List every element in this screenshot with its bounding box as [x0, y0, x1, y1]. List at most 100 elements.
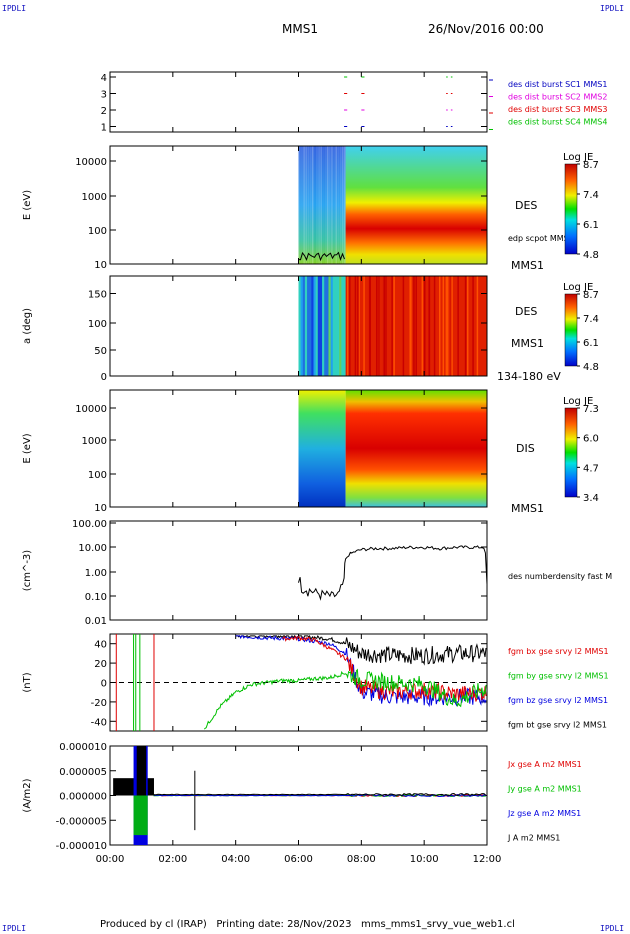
- des-energy-y-tick-label: 10000: [75, 157, 107, 168]
- current-axis-label: (A/m2): [22, 778, 33, 812]
- colorbar-tick-label: 8.7: [583, 290, 599, 301]
- des-energy-spectrogram-cell: [326, 146, 329, 264]
- des-pitch-spectrogram-cell: [298, 276, 302, 376]
- des-energy-spectrogram-cell: [302, 146, 306, 264]
- colorbar-tick-label: 8.7: [583, 160, 599, 171]
- fgm-y-tick-label: -20: [91, 698, 107, 709]
- des-energy-spectrogram-cell: [324, 146, 327, 264]
- des-pitch-y-tick-label: 0: [101, 372, 107, 383]
- des-energy-spectrogram-cell: [298, 146, 302, 264]
- fgm-axis-label: (nT): [22, 672, 33, 692]
- des-pitch-stripe: [446, 276, 449, 376]
- des-energy-y-tick-label: 1000: [82, 192, 107, 203]
- fgm-y-tick-label: -40: [91, 717, 107, 728]
- dis-energy-spectrogram-main: [345, 390, 487, 507]
- des-pitch-spectrogram-cell: [326, 276, 329, 376]
- des-pitch-stripe: [445, 276, 448, 376]
- des-energy-scpot-label: edp scpot MMS1: [508, 234, 574, 243]
- des-pitch-stripe: [464, 276, 467, 376]
- density-panel-frame: [109, 520, 488, 621]
- des-pitch-stripe: [349, 276, 351, 376]
- des-pitch-stripe: [402, 276, 405, 376]
- des-energy-spectrogram-cell: [332, 146, 336, 264]
- fgm-legend-label: fgm bz gse srvy l2 MMS1: [508, 696, 608, 705]
- burst-y-tick-label: 2: [101, 106, 107, 117]
- corner-label-top-left: IPDLI: [2, 4, 27, 13]
- fgm-legend-label: fgm bt gse srvy l2 MMS1: [508, 721, 607, 730]
- des-energy-spectrogram-cell: [330, 146, 334, 264]
- current-legend-label: Jy gse A m2 MMS1: [507, 785, 582, 794]
- time-axis-label: 08:00: [347, 854, 376, 865]
- des-pitch-stripe: [393, 276, 395, 376]
- des-pitch-stripe: [457, 276, 459, 376]
- des-pitch-spectrogram-cell: [324, 276, 327, 376]
- des-pitch-stripe: [424, 276, 426, 376]
- fgm-y-tick-label: 40: [94, 640, 107, 651]
- des-pitch-sublabel: MMS1: [511, 337, 544, 350]
- dis-energy-y-tick-label: 1000: [82, 436, 107, 447]
- time-axis-label: 04:00: [221, 854, 250, 865]
- colorbar-tick-label: 6.1: [583, 338, 599, 349]
- time-axis-label: 12:00: [473, 854, 502, 865]
- colorbar-tick-label: 6.1: [583, 220, 599, 231]
- current-legend-label: Jx gse A m2 MMS1: [507, 760, 582, 769]
- des-pitch-spectrogram-cell: [332, 276, 336, 376]
- des-energy-y-tick-label: 100: [88, 226, 107, 237]
- dis-energy-y-tick-label: 100: [88, 470, 107, 481]
- current-trace: [153, 792, 487, 797]
- dis-energy-label: DIS: [516, 442, 535, 455]
- des-energy-y-tick-label: 10: [94, 260, 107, 271]
- des-pitch-stripe: [358, 276, 360, 376]
- des-pitch-spectrogram-cell: [307, 276, 310, 376]
- des-pitch-y-tick-label: 150: [88, 290, 107, 301]
- dis-energy-spectrogram-early: [298, 390, 346, 507]
- density-axis-label: (cm^-3): [22, 550, 33, 591]
- des-energy-spectrogram-cell: [322, 146, 325, 264]
- des-pitch-stripe: [428, 276, 431, 376]
- plot-datetime: 26/Nov/2016 00:00: [428, 22, 544, 36]
- density-y-tick-label: 0.01: [85, 616, 107, 627]
- des-pitch-stripe: [357, 276, 359, 376]
- des-pitch-spectrogram-cell: [337, 276, 340, 376]
- des-pitch-stripe: [391, 276, 393, 376]
- current-y-tick-label: 0.000010: [59, 742, 107, 753]
- fgm-trace-bz: [235, 635, 487, 708]
- burst-legend-label: des dist burst SC1 MMS1: [508, 80, 607, 89]
- des-energy-spectrogram-cell: [307, 146, 310, 264]
- density-y-tick-label: 0.10: [85, 592, 107, 603]
- current-y-tick-label: 0.000005: [59, 767, 107, 778]
- fgm-y-tick-label: 0: [101, 679, 107, 690]
- des-energy-spectrogram-cell: [337, 146, 340, 264]
- burst-y-tick-label: 4: [101, 73, 107, 84]
- des-energy-spectrogram-cell: [334, 146, 338, 264]
- colorbar-tick-label: 3.4: [583, 493, 599, 504]
- des-energy-spectrogram-cell: [304, 146, 308, 264]
- colorbar-1: [564, 163, 578, 255]
- corner-label-top-right: IPDLI: [600, 4, 625, 13]
- des-pitch-axis-label: a (deg): [22, 308, 33, 344]
- des-pitch-y-tick-label: 50: [94, 346, 107, 357]
- des-pitch-spectrogram-cell: [317, 276, 321, 376]
- time-axis-label: 10:00: [410, 854, 439, 865]
- density-y-tick-label: 1.00: [85, 568, 107, 579]
- dis-energy-axis-label: E (eV): [22, 433, 33, 463]
- current-jy-burst: [133, 795, 148, 836]
- des-pitch-stripe: [451, 276, 453, 376]
- des-pitch-spectrogram-cell: [339, 276, 342, 376]
- des-pitch-stripe: [413, 276, 415, 376]
- colorbar-title: Log JE: [563, 282, 593, 293]
- current-j-peak: [136, 746, 147, 796]
- des-pitch-stripe: [376, 276, 378, 376]
- des-pitch-spectrogram-cell: [311, 276, 314, 376]
- des-pitch-stripe: [466, 276, 469, 376]
- burst-y-tick-label: 1: [101, 123, 107, 134]
- des-pitch-stripe: [472, 276, 474, 376]
- density-legend-label: des numberdensity fast M: [508, 572, 612, 581]
- dis-energy-foot-label: MMS1: [511, 502, 544, 515]
- colorbar-title: Log JE: [563, 152, 593, 163]
- colorbar-tick-label: 7.4: [583, 190, 599, 201]
- des-pitch-stripe: [346, 276, 349, 376]
- des-pitch-stripe: [378, 276, 380, 376]
- des-pitch-stripe: [415, 276, 417, 376]
- des-pitch-spectrogram-cell: [343, 276, 347, 376]
